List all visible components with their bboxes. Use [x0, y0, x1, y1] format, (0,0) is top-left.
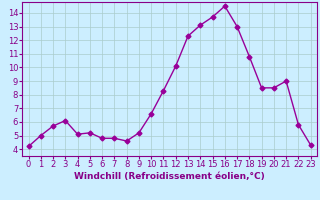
X-axis label: Windchill (Refroidissement éolien,°C): Windchill (Refroidissement éolien,°C)	[74, 172, 265, 181]
